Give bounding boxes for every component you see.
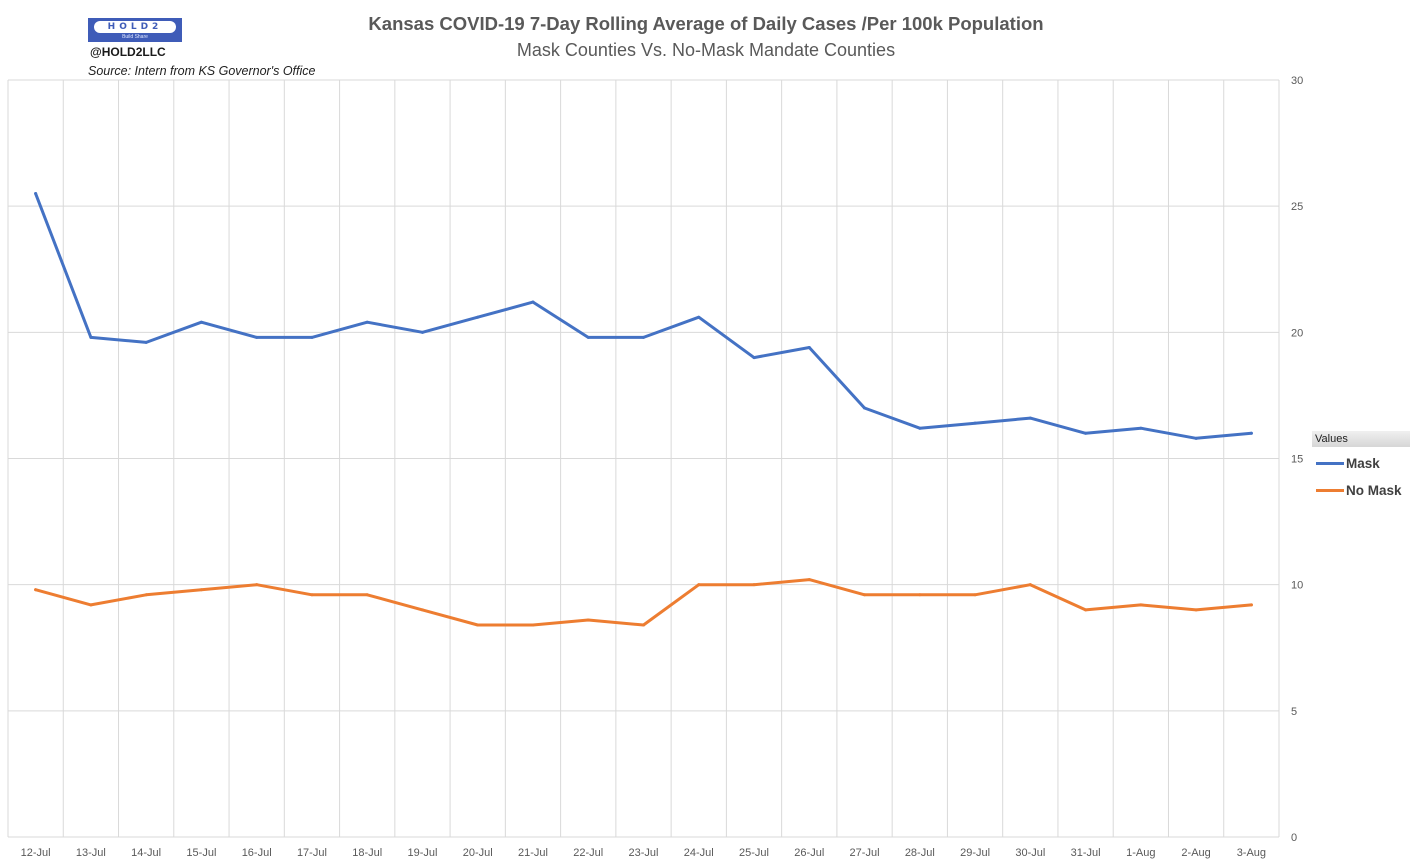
twitter-handle: @HOLD2LLC	[90, 45, 166, 59]
data-point-mask	[918, 426, 922, 430]
data-point-no-mask	[918, 593, 922, 597]
x-tick-label: 19-Jul	[407, 847, 437, 859]
x-tick-label: 27-Jul	[850, 847, 880, 859]
x-tick-label: 22-Jul	[573, 847, 603, 859]
y-tick-label: 25	[1291, 201, 1303, 213]
data-point-mask	[199, 320, 203, 324]
data-point-mask	[642, 335, 645, 339]
x-tick-label: 24-Jul	[684, 847, 714, 859]
data-point-mask	[310, 335, 314, 339]
data-point-mask	[1249, 431, 1253, 435]
x-tick-label: 26-Jul	[794, 847, 824, 859]
data-point-no-mask	[642, 623, 645, 627]
x-tick-label: 13-Jul	[76, 847, 106, 859]
legend-swatch-mask	[1316, 461, 1344, 465]
data-point-no-mask	[1028, 583, 1032, 587]
x-tick-label: 15-Jul	[186, 847, 216, 859]
x-tick-label: 23-Jul	[629, 847, 659, 859]
data-point-no-mask	[420, 608, 424, 612]
logo-text: HOLD2	[94, 21, 176, 33]
x-tick-label: 2-Aug	[1181, 847, 1210, 859]
x-tick-label: 17-Jul	[297, 847, 327, 859]
data-point-mask	[752, 356, 756, 360]
x-tick-label: 21-Jul	[518, 847, 548, 859]
data-point-no-mask	[697, 583, 701, 587]
data-point-no-mask	[1194, 608, 1198, 612]
x-tick-label: 18-Jul	[352, 847, 382, 859]
x-tick-label: 3-Aug	[1237, 847, 1266, 859]
data-point-no-mask	[476, 623, 480, 627]
data-point-no-mask	[365, 593, 369, 597]
series-layer	[34, 192, 1253, 627]
data-point-no-mask	[144, 593, 148, 597]
legend-swatch-no-mask	[1316, 488, 1344, 492]
x-axis: 12-Jul 13-Jul 14-Jul 15-Jul 16-Jul 17-Jul 18-J…	[21, 847, 1266, 859]
x-tick-label: 14-Jul	[131, 847, 161, 859]
source-note: Source: Intern from KS Governor's Office	[88, 64, 316, 78]
y-tick-label: 20	[1291, 327, 1303, 339]
legend-item-mask: Mask	[1316, 454, 1380, 472]
y-tick-label: 5	[1291, 706, 1297, 718]
data-point-mask	[807, 345, 811, 349]
x-tick-label: 30-Jul	[1015, 847, 1045, 859]
data-point-mask	[697, 315, 701, 319]
x-tick-label: 31-Jul	[1071, 847, 1101, 859]
data-point-no-mask	[973, 593, 977, 597]
x-tick-label: 28-Jul	[905, 847, 935, 859]
x-tick-label: 12-Jul	[21, 847, 51, 859]
data-point-no-mask	[752, 583, 756, 587]
series-line-mask	[34, 192, 1253, 440]
data-point-mask	[1084, 431, 1088, 435]
data-point-mask	[34, 192, 38, 196]
data-point-no-mask	[586, 618, 590, 622]
data-point-no-mask	[310, 593, 314, 597]
x-tick-label: 25-Jul	[739, 847, 769, 859]
y-axis: 0 5 10 15 20 25 30	[1291, 75, 1303, 844]
grid	[7, 79, 1280, 838]
data-point-no-mask	[531, 623, 535, 627]
data-point-mask	[1194, 436, 1198, 440]
legend-label-no-mask: No Mask	[1346, 482, 1402, 498]
data-point-mask	[365, 320, 369, 324]
data-point-mask	[973, 421, 977, 425]
legend-title: Values	[1312, 431, 1410, 447]
y-tick-label: 15	[1291, 454, 1303, 466]
data-point-no-mask	[863, 593, 867, 597]
chart-subtitle: Mask Counties Vs. No-Mask Mandate Counti…	[516, 40, 896, 60]
chart-title: Kansas COVID-19 7-Day Rolling Average of…	[368, 13, 1044, 34]
series-line-no-mask	[34, 578, 1253, 627]
legend-item-no-mask: No Mask	[1316, 481, 1402, 499]
data-point-mask	[89, 335, 93, 339]
data-point-mask	[1028, 416, 1032, 420]
y-tick-label: 0	[1291, 832, 1297, 844]
data-point-no-mask	[34, 588, 38, 592]
data-point-mask	[531, 300, 535, 304]
data-point-no-mask	[1249, 603, 1253, 607]
data-point-no-mask	[89, 603, 93, 607]
data-point-no-mask	[807, 578, 811, 582]
data-point-no-mask	[1084, 608, 1088, 612]
x-tick-label: 29-Jul	[960, 847, 990, 859]
data-point-no-mask	[255, 583, 259, 587]
data-point-no-mask	[1139, 603, 1143, 607]
data-point-mask	[586, 335, 590, 339]
logo-subtext: Build Share	[122, 34, 148, 40]
legend-label-mask: Mask	[1346, 455, 1380, 471]
x-tick-label: 16-Jul	[242, 847, 272, 859]
x-tick-label: 1-Aug	[1126, 847, 1155, 859]
data-point-mask	[144, 340, 148, 344]
data-point-mask	[863, 406, 867, 410]
data-point-mask	[420, 330, 424, 334]
data-point-mask	[476, 315, 480, 319]
hold2-logo: HOLD2 Build Share	[88, 18, 182, 42]
y-tick-label: 10	[1291, 580, 1303, 592]
data-point-no-mask	[199, 588, 203, 592]
data-point-mask	[255, 335, 259, 339]
y-tick-label: 30	[1291, 75, 1303, 87]
data-point-mask	[1139, 426, 1143, 430]
x-tick-label: 20-Jul	[463, 847, 493, 859]
